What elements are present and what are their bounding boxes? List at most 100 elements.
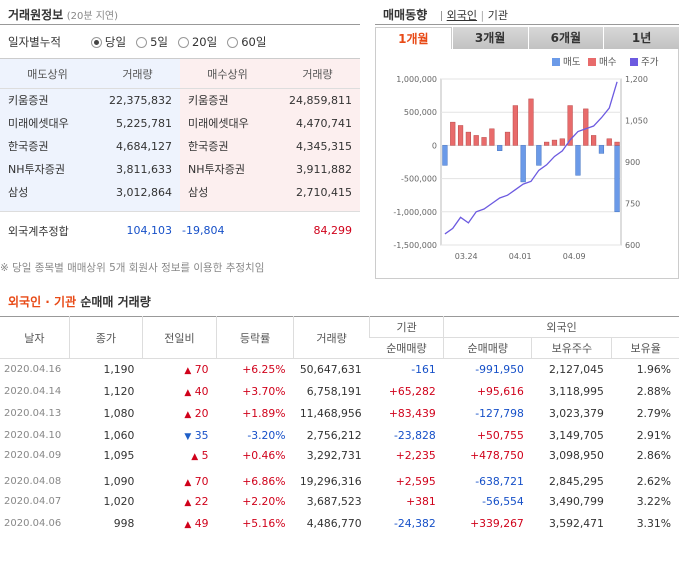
period-selector: 일자별누적 당일 5일 20일 60일 [8,34,276,50]
row-foreign-net: +50,755 [476,429,524,442]
row-rate: +6.86% [242,475,286,488]
foreign-sum-label: 외국계추정합 [8,224,69,238]
tab-period-2[interactable]: 6개월 [527,27,604,49]
arrow-up-icon: ▲ [184,498,192,508]
row-inst-net: +65,282 [388,385,436,398]
row-change-value: 5 [201,449,209,462]
legend-label: 주가 [641,57,659,68]
y-left-tick: 1,000,000 [396,75,437,84]
radio-icon[interactable] [136,36,148,48]
col-inst: 기관 [369,316,444,338]
buy-bar [528,98,534,146]
row-foreign-net: -991,950 [475,363,524,377]
radio-icon[interactable] [177,36,189,48]
arrow-up-icon: ▲ [184,366,192,377]
row-rate: +0.46% [242,449,286,462]
trader-table: 매도상위 거래량 매수상위 거래량 키움증권 22,375,832 키움증권 24,8… [0,58,360,250]
table-row: 2020.04.13 1,080 ▲ 20 +1.89% 11,468,956 +83,4… [0,403,679,425]
row-change: ▼ 35 [142,425,216,447]
buy-bar [473,135,479,146]
left-divider [0,24,360,25]
row-date: 2020.04.08 [4,476,62,487]
trader-row: NH투자증권 3,811,633 NH투자증권 3,911,882 [0,157,360,181]
trader-sell: 삼성 [0,180,95,204]
buy-bar [606,138,612,146]
buy-bar [512,105,518,146]
row-volume: 3,292,731 [306,449,362,462]
col-foreign-ratio: 보유율 [611,337,679,359]
radio-label[interactable]: 당일 [104,35,127,49]
buy-volume-header: 거래량 [275,58,360,89]
trend-chart: 1,000,000 500,000 0 -500,000 -1,000,000 -1,50… [393,57,659,261]
col-change: 전일비 [141,316,217,359]
radio-label[interactable]: 5일 [150,35,168,49]
row-foreign-hold: 3,118,995 [548,385,604,398]
row-inst-net: +2,235 [395,449,436,462]
row-foreign-net: -127,798 [475,407,524,420]
row-change-value: 49 [194,517,209,530]
filter-inst[interactable]: 기관 [487,9,509,22]
radio-option-2[interactable]: 20일 [177,34,218,50]
trend-header: 매매동향 외국인 | 기관 [383,6,508,23]
net-trade-title-a: 외국인 · 기관 [8,295,77,309]
tab-period-1[interactable]: 3개월 [451,27,528,49]
row-close: 1,120 [103,385,135,398]
table-row: 2020.04.10 1,060 ▼ 35 -3.20% 2,756,212 -23,82… [0,425,679,447]
col-foreign: 외국인 [443,316,679,338]
x-tick: 03.24 [455,252,478,261]
legend-swatch [552,58,560,66]
filter-foreign-label[interactable]: 외국인 [446,9,478,22]
trader-row: 한국증권 4,684,127 한국증권 4,345,315 [0,134,360,158]
row-change-value: 22 [194,495,209,508]
radio-option-0[interactable]: 당일 [90,34,127,50]
trader-sell-vol: 4,684,127 [95,134,180,158]
legend-label: 매도 [563,57,581,68]
trader-row: 미래에셋대우 5,225,781 미래에셋대우 4,470,741 [0,111,360,135]
cumulative-label: 일자별누적 [8,35,61,49]
row-date: 2020.04.09 [4,450,62,461]
checkbox-foreign-icon[interactable] [440,11,447,21]
row-foreign-ratio: 2.86% [636,449,671,462]
row-close: 1,095 [103,449,135,462]
table-row: 2020.04.08 1,090 ▲ 70 +6.86% 19,296,316 +2,59… [0,468,679,491]
row-change: ▲ 22 [142,491,216,513]
radio-label[interactable]: 60일 [241,35,267,49]
row-foreign-hold: 2,845,295 [548,475,604,488]
radio-label[interactable]: 20일 [191,35,218,49]
table-row: 2020.04.07 1,020 ▲ 22 +2.20% 3,687,523 +381 -5… [0,491,679,513]
row-inst-net: -24,382 [394,517,436,530]
sell-bar [442,145,448,166]
buy-bar [457,125,464,146]
arrow-up-icon: ▲ [184,388,192,398]
row-volume: 19,296,316 [299,475,362,488]
foreign-sum-net: -19,804 [182,224,225,238]
row-foreign-ratio: 3.31% [636,517,671,530]
tab-period-0[interactable]: 1개월 [375,27,452,49]
col-rate: 등락률 [215,316,294,359]
buy-bar [559,138,565,146]
row-change: ▲ 49 [142,513,216,535]
trader-info-title: 거래원정보 [8,8,64,22]
radio-icon[interactable] [90,36,102,48]
radio-option-3[interactable]: 60일 [227,34,266,50]
price-line [444,81,618,235]
row-foreign-hold: 3,149,705 [548,429,604,442]
filter-foreign[interactable]: 외국인 [440,9,481,22]
sell-bar [536,145,542,166]
footnote: ※ 당일 종목별 매매상위 5개 회원사 정보를 이용한 추정치임 [0,262,265,274]
row-date: 2020.04.13 [4,408,62,419]
row-volume: 2,756,212 [306,429,362,442]
net-trade-title-b: 순매매 거래량 [80,295,151,309]
col-foreign-net: 순매매량 [443,337,532,359]
foreign-sum-sell: 104,103 [126,224,173,238]
row-foreign-ratio: 2.62% [636,475,671,488]
row-volume: 11,468,956 [299,407,362,420]
row-date: 2020.04.16 [4,364,62,376]
right-divider [375,24,679,25]
radio-icon[interactable] [227,36,239,48]
legend-swatch [630,58,638,66]
y-right-tick: 750 [625,200,640,209]
radio-option-1[interactable]: 5일 [136,34,168,50]
y-left-tick: 0 [432,141,437,150]
tab-period-3[interactable]: 1년 [603,27,679,49]
